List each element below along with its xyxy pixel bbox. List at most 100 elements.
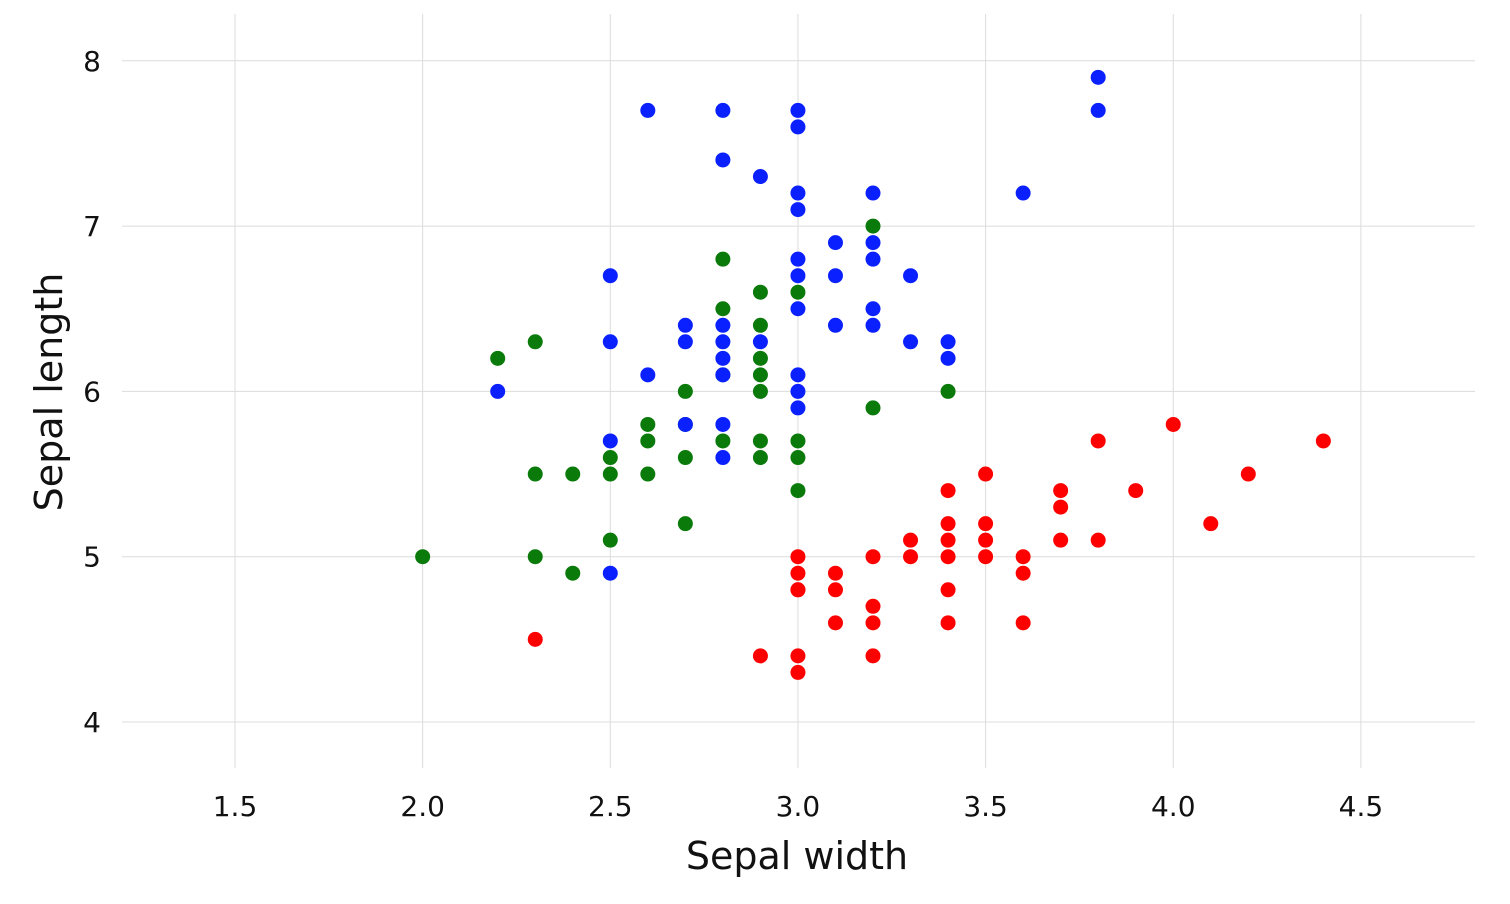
data-point xyxy=(527,334,543,350)
data-point xyxy=(1053,499,1069,515)
data-point xyxy=(790,582,806,598)
data-point xyxy=(903,532,919,548)
data-point xyxy=(677,450,693,466)
data-point xyxy=(640,466,656,482)
data-point xyxy=(940,516,956,532)
y-tick-label: 6 xyxy=(83,375,101,408)
data-point xyxy=(940,549,956,565)
data-point xyxy=(1053,532,1069,548)
x-axis-label: Sepal width xyxy=(686,834,908,878)
data-point xyxy=(790,648,806,664)
y-axis-label: Sepal length xyxy=(27,273,71,512)
data-point xyxy=(790,268,806,284)
data-point xyxy=(677,334,693,350)
data-point xyxy=(790,549,806,565)
data-point xyxy=(1015,185,1031,201)
data-point xyxy=(602,268,618,284)
data-point xyxy=(715,102,731,118)
data-point xyxy=(1165,416,1181,432)
data-point xyxy=(715,450,731,466)
data-point xyxy=(865,400,881,416)
data-point xyxy=(790,565,806,581)
data-point xyxy=(790,483,806,499)
x-tick-label: 2.5 xyxy=(588,790,633,823)
data-points xyxy=(415,69,1331,680)
data-point xyxy=(640,367,656,383)
data-point xyxy=(865,235,881,251)
data-point xyxy=(978,516,994,532)
data-point xyxy=(978,532,994,548)
data-point xyxy=(715,251,731,267)
data-point xyxy=(602,433,618,449)
data-point xyxy=(490,350,506,366)
data-point xyxy=(1240,466,1256,482)
data-point xyxy=(827,565,843,581)
data-point xyxy=(640,102,656,118)
x-tick-label: 4.0 xyxy=(1151,790,1196,823)
x-tick-label: 2.0 xyxy=(400,790,445,823)
data-point xyxy=(1315,433,1331,449)
data-point xyxy=(640,433,656,449)
data-point xyxy=(1090,69,1106,85)
series-1 xyxy=(415,218,956,581)
x-tick-labels: 1.5 2.0 2.5 3.0 3.5 4.0 4.5 xyxy=(213,790,1383,823)
data-point xyxy=(490,383,506,399)
data-point xyxy=(602,334,618,350)
data-point xyxy=(602,565,618,581)
data-point xyxy=(1015,565,1031,581)
data-point xyxy=(1015,549,1031,565)
data-point xyxy=(715,433,731,449)
data-point xyxy=(1090,102,1106,118)
data-point xyxy=(865,218,881,234)
data-point xyxy=(715,152,731,168)
y-tick-labels: 4 5 6 7 8 xyxy=(83,45,101,739)
data-point xyxy=(752,317,768,333)
data-point xyxy=(790,450,806,466)
data-point xyxy=(978,549,994,565)
data-point xyxy=(715,317,731,333)
data-point xyxy=(1128,483,1144,499)
series-2 xyxy=(490,69,1106,581)
data-point xyxy=(1053,483,1069,499)
x-tick-label: 3.0 xyxy=(776,790,821,823)
data-point xyxy=(565,466,581,482)
data-point xyxy=(790,400,806,416)
data-point xyxy=(715,350,731,366)
data-point xyxy=(790,284,806,300)
data-point xyxy=(715,301,731,317)
data-point xyxy=(790,367,806,383)
data-point xyxy=(527,549,543,565)
data-point xyxy=(978,466,994,482)
data-point xyxy=(827,268,843,284)
data-point xyxy=(602,532,618,548)
data-point xyxy=(752,433,768,449)
data-point xyxy=(827,317,843,333)
data-point xyxy=(677,317,693,333)
data-point xyxy=(865,549,881,565)
y-tick-label: 5 xyxy=(83,541,101,574)
data-point xyxy=(752,367,768,383)
series-0 xyxy=(527,416,1331,680)
data-point xyxy=(790,251,806,267)
data-point xyxy=(1203,516,1219,532)
y-tick-label: 8 xyxy=(83,45,101,78)
data-point xyxy=(827,235,843,251)
data-point xyxy=(827,615,843,631)
data-point xyxy=(827,582,843,598)
data-point xyxy=(790,433,806,449)
data-point xyxy=(865,317,881,333)
data-point xyxy=(865,615,881,631)
data-point xyxy=(790,301,806,317)
y-tick-label: 4 xyxy=(83,706,101,739)
data-point xyxy=(790,119,806,135)
data-point xyxy=(752,284,768,300)
data-point xyxy=(677,516,693,532)
data-point xyxy=(865,648,881,664)
data-point xyxy=(752,350,768,366)
data-point xyxy=(903,268,919,284)
data-point xyxy=(790,102,806,118)
data-point xyxy=(940,350,956,366)
data-point xyxy=(790,383,806,399)
data-point xyxy=(602,450,618,466)
y-tick-label: 7 xyxy=(83,210,101,243)
